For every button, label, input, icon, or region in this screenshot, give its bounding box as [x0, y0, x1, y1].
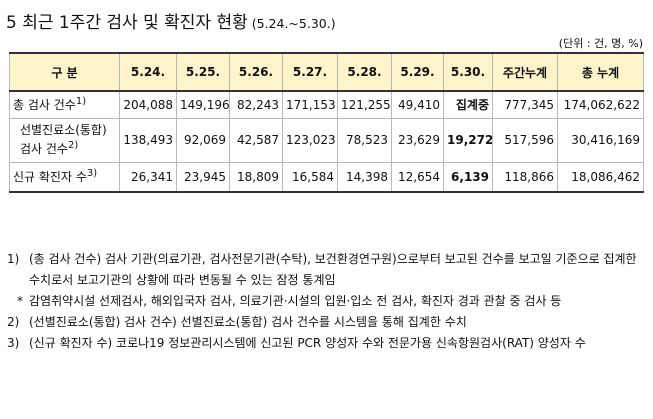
- table-cell: 19,272: [443, 117, 493, 163]
- table-cell: 6,139: [443, 161, 493, 193]
- header-weekly-total: 주간누계: [492, 52, 558, 92]
- title-period: (5.24.~5.30.): [251, 16, 336, 31]
- footnote-text: 감염취약시설 선제검사, 해외입국자 검사, 의료기관·시설의 입원·입소 전 …: [29, 294, 562, 308]
- table-cell: 204,088: [119, 90, 177, 119]
- stats-table: 구 분 5.24. 5.25. 5.26. 5.27. 5.28. 5.29. …: [9, 52, 644, 193]
- table-cell: 42,587: [229, 117, 283, 163]
- footnote-text: (선별진료소(통합) 검사 건수) 선별진료소(통합) 검사 건수를 시스템을 …: [29, 315, 467, 329]
- table-cell: 171,153: [282, 90, 338, 119]
- header-date: 5.30.: [443, 52, 493, 92]
- header-date: 5.25.: [176, 52, 230, 92]
- footnote-text: (신규 확진자 수) 코로나19 정보관리시스템에 신고된 PCR 양성자 수와…: [29, 336, 586, 350]
- row-label: 신규 확진자 수3): [9, 161, 120, 193]
- table-cell: 49,410: [391, 90, 444, 119]
- header-cumulative-total: 총 누계: [557, 52, 644, 92]
- table-row: 총 검사 건수1) 204,088 149,196 82,243 171,153…: [9, 90, 644, 119]
- table-cell: 82,243: [229, 90, 283, 119]
- table-row: 신규 확진자 수3) 26,341 23,945 18,809 16,584 1…: [9, 161, 644, 193]
- table-cell: 16,584: [282, 161, 338, 193]
- table-cell: 14,398: [337, 161, 392, 193]
- footnote: 2) (선별진료소(통합) 검사 건수) 선별진료소(통합) 검사 건수를 시스…: [7, 312, 647, 333]
- footnote-number: 3): [7, 336, 20, 350]
- table-cell: 517,596: [492, 117, 558, 163]
- header-date: 5.27.: [282, 52, 338, 92]
- table-cell: 18,086,462: [557, 161, 644, 193]
- header-category: 구 분: [9, 52, 120, 92]
- footnote-number: 2): [7, 315, 20, 329]
- footnote-text: (총 검사 건수) 검사 기관(의료기관, 검사전문기관(수탁), 보건환경연구…: [29, 252, 637, 287]
- table-cell: 92,069: [176, 117, 230, 163]
- table-cell: 174,062,622: [557, 90, 644, 119]
- header-date: 5.26.: [229, 52, 283, 92]
- table-cell: 138,493: [119, 117, 177, 163]
- table-cell: 118,866: [492, 161, 558, 193]
- table-cell: 123,023: [282, 117, 338, 163]
- table-cell: 777,345: [492, 90, 558, 119]
- footnote: 1) (총 검사 건수) 검사 기관(의료기관, 검사전문기관(수탁), 보건환…: [7, 249, 647, 291]
- table-cell: 23,945: [176, 161, 230, 193]
- table-cell: 18,809: [229, 161, 283, 193]
- table-row: 선별진료소(통합) 검사 건수2) 138,493 92,069 42,587 …: [9, 117, 644, 163]
- table-header-row: 구 분 5.24. 5.25. 5.26. 5.27. 5.28. 5.29. …: [9, 52, 644, 92]
- table-cell: 26,341: [119, 161, 177, 193]
- header-date: 5.29.: [391, 52, 444, 92]
- row-label: 총 검사 건수1): [9, 90, 120, 119]
- header-date: 5.28.: [337, 52, 392, 92]
- table-cell: 78,523: [337, 117, 392, 163]
- header-date: 5.24.: [119, 52, 177, 92]
- unit-label: (단위 : 건, 명, %): [558, 37, 643, 50]
- table-cell: 149,196: [176, 90, 230, 119]
- title-text: 5 최근 1주간 검사 및 확진자 현황: [6, 13, 248, 33]
- section-title: 5 최근 1주간 검사 및 확진자 현황 (5.24.~5.30.): [6, 8, 336, 33]
- footnotes: 1) (총 검사 건수) 검사 기관(의료기관, 검사전문기관(수탁), 보건환…: [7, 249, 647, 354]
- footnote: * 감염취약시설 선제검사, 해외입국자 검사, 의료기관·시설의 입원·입소 …: [7, 291, 647, 312]
- table-cell: 30,416,169: [557, 117, 644, 163]
- footnote: 3) (신규 확진자 수) 코로나19 정보관리시스템에 신고된 PCR 양성자…: [7, 333, 647, 354]
- table-cell: 집계중: [443, 90, 493, 119]
- table-cell: 12,654: [391, 161, 444, 193]
- footnote-number: *: [17, 294, 23, 308]
- footnote-number: 1): [7, 252, 20, 266]
- table-cell: 121,255: [337, 90, 392, 119]
- row-label: 선별진료소(통합) 검사 건수2): [9, 117, 120, 163]
- table-cell: 23,629: [391, 117, 444, 163]
